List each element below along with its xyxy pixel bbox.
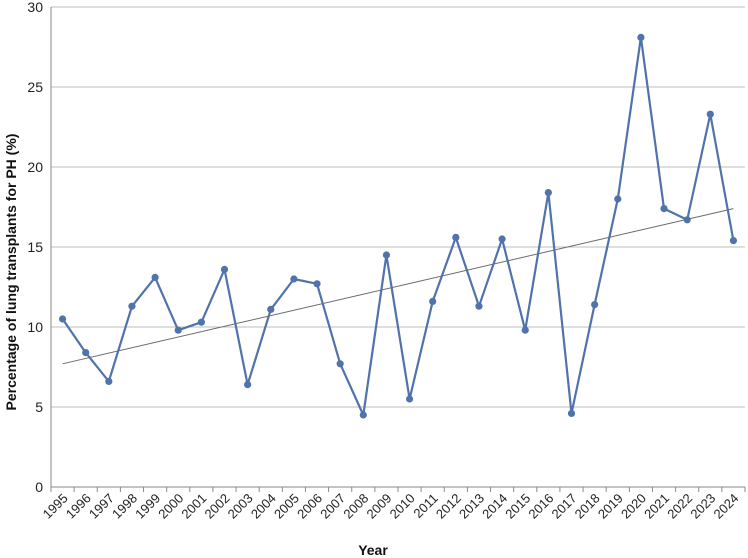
x-tick-label: 2004 (248, 491, 279, 522)
x-tick-label: 2000 (155, 491, 186, 522)
x-tick-label: 1999 (132, 491, 163, 522)
x-tick-label: 2021 (641, 491, 672, 522)
data-point (429, 297, 437, 305)
x-tick-label: 2003 (225, 491, 256, 522)
x-tick-label: 2022 (664, 491, 695, 522)
data-point (105, 377, 113, 385)
y-axis-ticks: 0 5 10 15 20 25 30 (27, 0, 43, 495)
data-point (82, 349, 90, 357)
data-point (359, 411, 367, 419)
data-point (660, 205, 668, 213)
data-point (498, 235, 506, 243)
x-axis-title: Year (358, 542, 388, 558)
data-point (729, 237, 738, 245)
data-point (58, 315, 67, 323)
data-point (290, 275, 298, 283)
y-tick-label: 25 (27, 79, 43, 95)
x-tick-label: 2019 (595, 491, 626, 522)
x-tick-label: 1995 (40, 491, 71, 522)
x-tick-label: 2020 (618, 491, 649, 522)
x-tick-label: 2006 (294, 491, 325, 522)
series-group (58, 33, 738, 419)
y-tick-label: 5 (35, 399, 43, 415)
data-point (405, 395, 414, 403)
y-tick-label: 10 (27, 319, 43, 335)
data-point (128, 302, 136, 310)
y-tick-label: 0 (35, 479, 43, 495)
data-point (313, 280, 321, 288)
x-axis: 1995199619971998199920002001200220032004… (40, 7, 746, 522)
series-line (61, 36, 735, 417)
data-point (267, 305, 275, 313)
y-axis-title: Percentage of lung transplants for PH (%… (3, 134, 19, 411)
data-point (614, 195, 622, 203)
x-tick-label: 2012 (433, 491, 464, 522)
x-tick-label: 2011 (410, 491, 440, 521)
data-point (244, 381, 252, 389)
x-tick-label: 2016 (525, 491, 556, 522)
x-tick-label: 1996 (63, 491, 94, 522)
trendline-group (62, 208, 734, 365)
x-tick-label: 2017 (549, 491, 580, 522)
x-tick-label: 2001 (178, 491, 209, 522)
trendline (62, 208, 734, 365)
data-point (197, 318, 205, 326)
x-tick-label: 2005 (271, 491, 302, 522)
x-tick-label: 2024 (710, 491, 741, 522)
data-point (637, 33, 645, 42)
data-point (475, 302, 483, 310)
data-point (174, 326, 182, 334)
data-point (336, 360, 344, 368)
x-tick-label: 2010 (387, 491, 418, 522)
data-point (567, 409, 576, 417)
x-tick-label: 2013 (456, 491, 487, 522)
x-tick-label: 2002 (202, 491, 233, 522)
data-point (220, 265, 229, 273)
gridlines (51, 6, 745, 488)
data-point (683, 216, 691, 224)
x-tick-label: 1997 (86, 491, 117, 522)
y-tick-label: 30 (27, 0, 43, 15)
data-point (544, 189, 552, 197)
x-tick-label: 2015 (502, 491, 533, 522)
x-tick-label: 1998 (109, 491, 140, 522)
data-point (452, 233, 460, 241)
y-tick-label: 20 (27, 159, 43, 175)
x-tick-label: 2023 (687, 491, 718, 522)
x-tick-label: 2014 (479, 491, 510, 522)
data-point (591, 301, 599, 309)
x-tick-label: 2018 (572, 491, 603, 522)
data-point (521, 326, 529, 334)
x-tick-label: 2008 (340, 491, 371, 522)
y-tick-label: 15 (27, 239, 43, 255)
x-tick-label: 2007 (317, 491, 348, 522)
x-tick-label: 2009 (363, 491, 394, 522)
data-point (706, 110, 714, 118)
data-point (382, 251, 391, 259)
data-point (151, 273, 159, 281)
